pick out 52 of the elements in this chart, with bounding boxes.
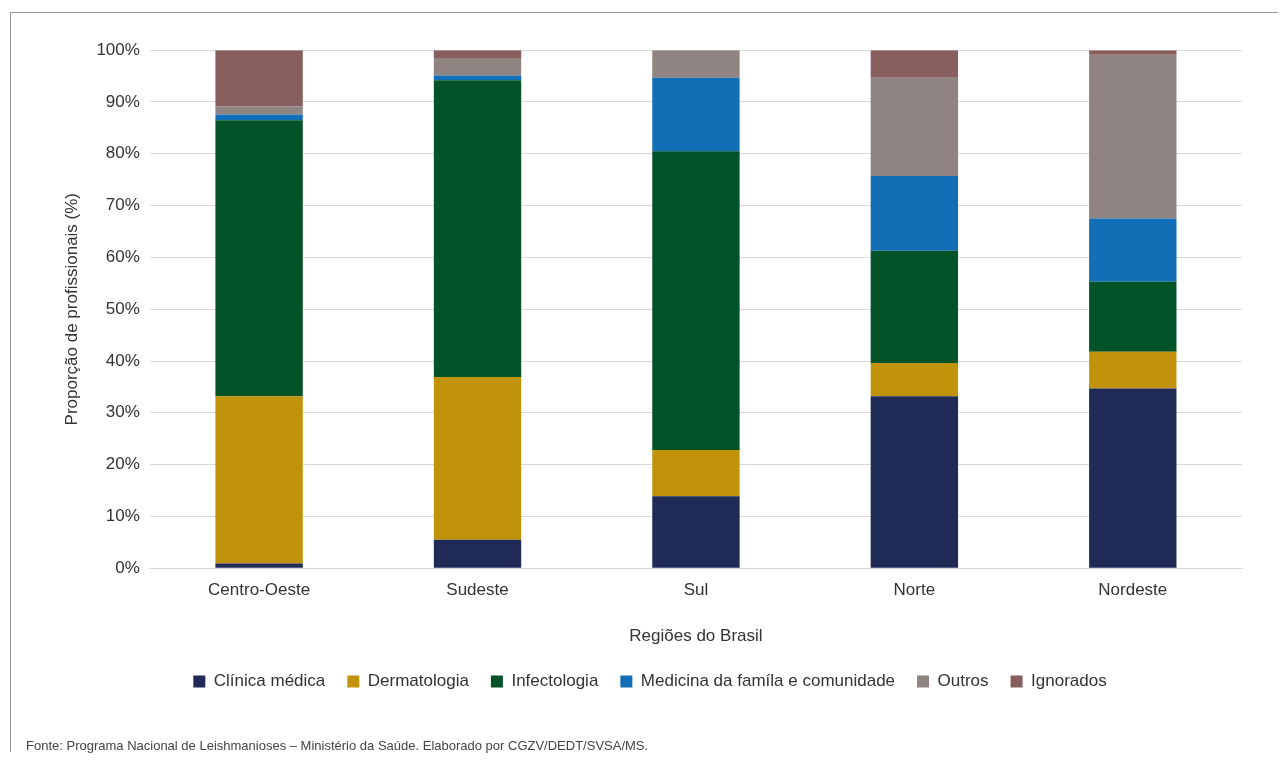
bar xyxy=(1089,351,1177,389)
bar xyxy=(652,50,740,78)
bar xyxy=(652,450,740,497)
bar xyxy=(215,114,303,121)
x-tick-label: Nordeste xyxy=(1098,580,1168,600)
y-tick-label: 100% xyxy=(96,39,140,59)
source-note: Fonte: Programa Nacional de Leishmanioses – Ministério da Saúde. Elaborado por CGZV/DEDT/SVSA/MS. xyxy=(26,738,649,753)
x-tick-label: Norte xyxy=(893,580,936,600)
legend-label: Outros xyxy=(937,671,989,691)
bar xyxy=(433,50,522,58)
y-tick-label: 60% xyxy=(105,247,140,267)
y-tick-label: 0% xyxy=(115,557,140,577)
x-axis-title: Regiões do Brasil xyxy=(629,626,763,646)
bar xyxy=(870,250,959,364)
y-tick-label: 10% xyxy=(105,506,140,526)
y-tick-label: 40% xyxy=(105,350,140,370)
bar xyxy=(433,80,522,378)
bar xyxy=(433,377,522,540)
bar xyxy=(870,176,959,251)
x-tick-label: Centro-Oeste xyxy=(208,580,311,600)
bar xyxy=(433,539,522,568)
y-tick-label: 90% xyxy=(105,91,140,111)
bar xyxy=(1089,388,1177,568)
bar xyxy=(652,77,740,152)
bar xyxy=(870,363,959,397)
legend-label: Clínica médica xyxy=(213,671,326,691)
bar xyxy=(215,50,303,107)
y-tick-label: 30% xyxy=(105,402,140,422)
y-tick-label: 50% xyxy=(105,298,140,318)
bar xyxy=(870,77,959,177)
bar xyxy=(215,396,303,564)
bar xyxy=(433,57,522,76)
bar xyxy=(652,496,740,568)
bar xyxy=(1089,218,1177,282)
y-tick-label: 80% xyxy=(105,143,140,163)
bar xyxy=(215,106,303,115)
legend-label: Medicina da famíla e comunidade xyxy=(640,671,896,691)
bar xyxy=(1089,54,1177,219)
x-tick-label: Sudeste xyxy=(446,580,509,600)
bar xyxy=(215,120,303,397)
bar xyxy=(870,396,959,568)
y-tick-label: 20% xyxy=(105,454,140,474)
x-tick-label: Sul xyxy=(683,580,709,600)
bar xyxy=(215,563,303,568)
legend-label: Infectologia xyxy=(511,671,599,691)
bar xyxy=(870,50,959,78)
y-tick-label: 70% xyxy=(105,195,140,215)
bar xyxy=(1089,281,1177,352)
legend-label: Dermatologia xyxy=(367,671,470,691)
bar xyxy=(652,151,740,451)
y-axis-title: Proporção de profissionais (%) xyxy=(61,192,81,426)
legend-label: Ignorados xyxy=(1031,671,1107,691)
